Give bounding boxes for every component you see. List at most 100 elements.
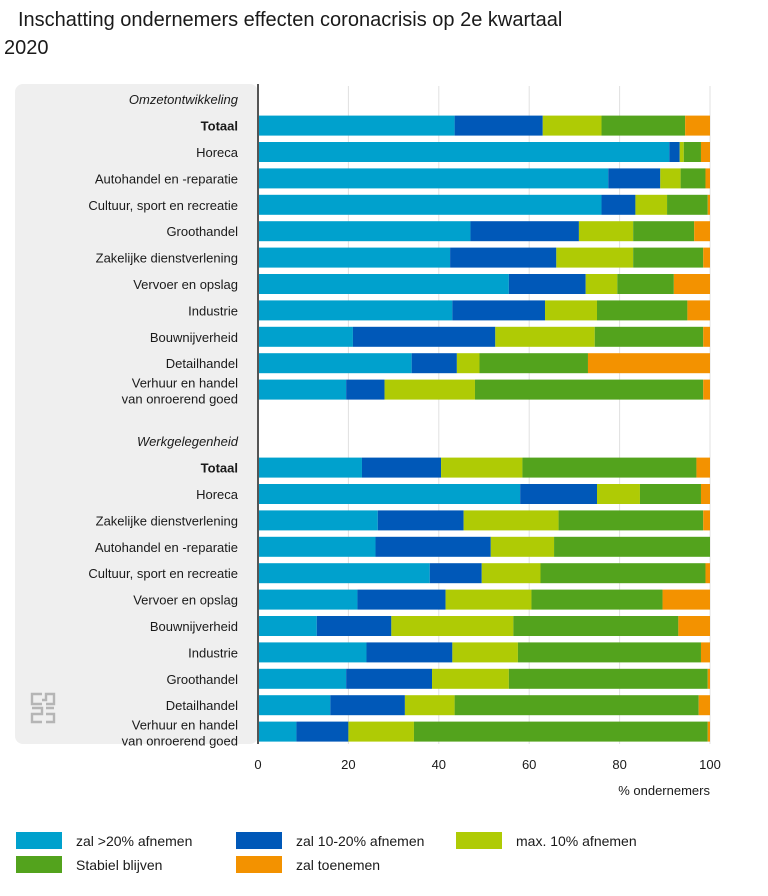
bar-segment	[375, 536, 491, 557]
bar-segment	[258, 274, 509, 294]
bar-segment	[520, 484, 597, 504]
bar-segment	[517, 642, 701, 663]
legend-label: max. 10% afnemen	[516, 832, 637, 849]
legend-swatch	[236, 832, 282, 849]
category-label: Bouwnijverheid	[150, 330, 238, 345]
bar-segment	[258, 142, 670, 162]
bar-segment	[703, 247, 710, 268]
bar-segment	[522, 457, 697, 478]
category-label: Autohandel en -reparatie	[95, 171, 238, 186]
bar-segment	[258, 194, 602, 215]
bar-segment	[601, 115, 686, 136]
category-label: Verhuur en handel van onroerend goed	[122, 718, 238, 749]
chart-title: Inschatting ondernemers effecten coronac…	[4, 9, 563, 59]
bar-segment	[585, 274, 618, 294]
bar-segment	[258, 457, 362, 478]
bar-segment	[558, 510, 704, 531]
bar-segment	[441, 457, 523, 478]
legend-item: Stabiel blijven	[16, 856, 162, 873]
bar-segment	[705, 168, 710, 189]
bar-segment	[361, 457, 442, 478]
bar-segment	[587, 353, 710, 374]
group-header: Omzetontwikkeling	[129, 92, 239, 107]
bar-segment	[316, 616, 392, 636]
bar-segment	[450, 247, 557, 268]
x-tick-label: 40	[432, 757, 446, 772]
category-label: Vervoer en opslag	[133, 277, 238, 292]
bar-segment	[429, 563, 482, 584]
chart-canvas: Omzetontwikkeling Totaal Horeca Autohandel …	[15, 84, 721, 798]
bar-segment	[296, 721, 349, 742]
bar-segment	[474, 379, 704, 400]
category-label: Cultuur, sport en recreatie	[88, 198, 238, 213]
bar-segment	[554, 536, 710, 557]
bar-segment	[352, 326, 496, 347]
category-label: Detailhandel	[166, 356, 238, 371]
category-label: Industrie	[188, 645, 238, 660]
bar-segment	[617, 274, 674, 294]
bar-segment	[508, 668, 708, 689]
bar-segment	[411, 353, 457, 374]
bar-segment	[667, 194, 708, 215]
bar-segment	[683, 142, 701, 162]
legend-label: zal >20% afnemen	[76, 832, 193, 849]
bar-segment	[700, 142, 710, 162]
bar-segment	[258, 642, 367, 663]
category-label: Horeca	[196, 487, 239, 502]
bar-segment	[258, 589, 358, 610]
bar-segment	[531, 589, 663, 610]
bar-segment	[597, 300, 688, 321]
bar-segment	[445, 589, 532, 610]
bar-segment	[545, 300, 597, 321]
bar-segment	[258, 353, 412, 374]
legend-label: Stabiel blijven	[76, 856, 163, 873]
bar-segment	[357, 589, 446, 610]
panel-background	[15, 84, 258, 744]
bar-segment	[258, 616, 317, 636]
bar-segment	[513, 616, 679, 636]
x-tick-label: 60	[522, 757, 536, 772]
category-label: Groothandel	[166, 672, 238, 687]
bar-segment	[633, 247, 704, 268]
bar-segment	[456, 353, 480, 374]
bar-segment	[404, 695, 455, 716]
bar-segment	[258, 326, 353, 347]
bar-segment	[698, 695, 710, 716]
x-axis-label: % ondernemers	[618, 783, 710, 798]
bar-segment	[662, 589, 710, 610]
category-label: Cultuur, sport en recreatie	[88, 566, 238, 581]
bar-segment	[258, 247, 451, 268]
bar-segment	[384, 379, 475, 400]
bar-segment	[508, 274, 586, 294]
category-label: Groothandel	[166, 224, 238, 239]
bar-segment	[258, 510, 378, 531]
bar-segment	[703, 379, 710, 400]
bar-segment	[432, 668, 509, 689]
bar-segment	[258, 115, 455, 136]
bar-segment	[413, 721, 708, 742]
bar-segment	[258, 563, 430, 584]
x-tick-label: 0	[254, 757, 261, 772]
bar-segment	[660, 168, 681, 189]
category-label: Autohandel en -reparatie	[95, 540, 238, 555]
bar-segment	[696, 457, 710, 478]
bar-segment	[348, 721, 414, 742]
cbs-logo	[30, 692, 56, 724]
bars	[258, 115, 710, 742]
legend: zal >20% afnemen zal 10-20% afnemen max. 1…	[16, 832, 756, 888]
bar-segment	[707, 194, 710, 215]
bar-segment	[258, 300, 453, 321]
bar-segment	[258, 695, 331, 716]
category-label: Bouwnijverheid	[150, 619, 238, 634]
group-header: Werkgelegenheid	[137, 434, 239, 449]
legend-swatch	[16, 856, 62, 873]
bar-segment	[258, 379, 347, 400]
bar-segment	[707, 668, 710, 689]
bar-segment	[258, 536, 376, 557]
bar-segment	[454, 695, 699, 716]
bar-segment	[452, 300, 546, 321]
bar-segment	[679, 142, 684, 162]
legend-swatch	[236, 856, 282, 873]
bar-segment	[481, 563, 541, 584]
x-tick-label: 80	[612, 757, 626, 772]
